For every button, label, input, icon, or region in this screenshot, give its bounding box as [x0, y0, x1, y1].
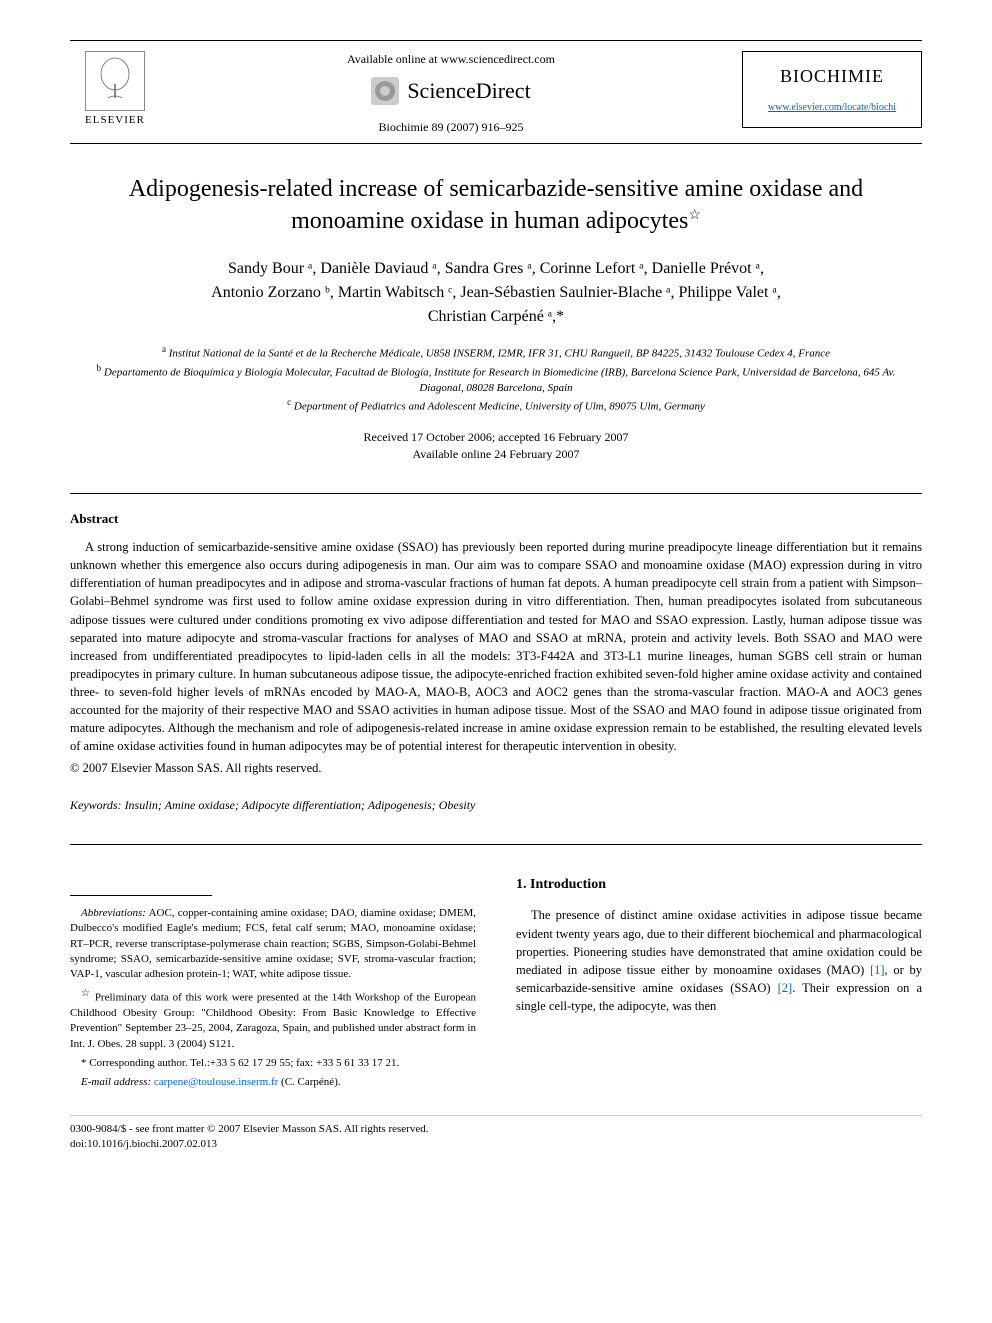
corresponding-email-link[interactable]: carpene@toulouse.inserm.fr: [154, 1076, 278, 1088]
journal-header: ELSEVIER Available online at www.science…: [70, 40, 922, 144]
affiliations: a Institut National de la Santé et de la…: [70, 343, 922, 416]
received-accepted-date: Received 17 October 2006; accepted 16 Fe…: [364, 430, 629, 444]
preliminary-footnote: ☆ Preliminary data of this work were pre…: [70, 987, 476, 1052]
corresponding-symbol: *: [81, 1057, 87, 1069]
journal-homepage-link[interactable]: www.elsevier.com/locate/biochi: [768, 102, 896, 113]
reference-link-1[interactable]: [1]: [870, 963, 885, 977]
corresponding-text: Corresponding author. Tel.:+33 5 62 17 2…: [89, 1057, 399, 1069]
footnote-divider: [70, 895, 212, 896]
page-footer: 0300-9084/$ - see front matter © 2007 El…: [70, 1115, 922, 1153]
introduction-heading: 1. Introduction: [516, 875, 922, 895]
title-footnote-symbol: ☆: [688, 208, 701, 223]
abstract-body: A strong induction of semicarbazide-sens…: [70, 538, 922, 756]
journal-citation: Biochimie 89 (2007) 916–925: [180, 119, 722, 136]
available-online-date: Available online 24 February 2007: [412, 447, 579, 461]
two-column-layout: Abbreviations: AOC, copper-containing am…: [70, 875, 922, 1095]
divider: [70, 493, 922, 494]
platform-brand: ScienceDirect: [180, 76, 722, 107]
keywords-text: Insulin; Amine oxidase; Adipocyte differ…: [125, 798, 476, 812]
affiliation-a: Institut National de la Santé et de la R…: [169, 347, 830, 359]
email-person: (C. Carpéné).: [281, 1076, 341, 1088]
footnotes: Abbreviations: AOC, copper-containing am…: [70, 906, 476, 1091]
footer-left: 0300-9084/$ - see front matter © 2007 El…: [70, 1122, 428, 1153]
publisher-logo: ELSEVIER: [70, 51, 160, 128]
email-footnote: E-mail address: carpene@toulouse.inserm.…: [70, 1075, 476, 1090]
authors-line-1: Sandy Bour ᵃ, Danièle Daviaud ᵃ, Sandra …: [228, 260, 764, 277]
intro-part-1: The presence of distinct amine oxidase a…: [516, 908, 922, 976]
keywords-section: Keywords: Insulin; Amine oxidase; Adipoc…: [70, 797, 922, 814]
copyright-line: 0300-9084/$ - see front matter © 2007 El…: [70, 1123, 428, 1135]
introduction-body: The presence of distinct amine oxidase a…: [516, 906, 922, 1015]
affiliation-c: Department of Pediatrics and Adolescent …: [294, 401, 705, 413]
affiliation-b: Departamento de Bioquímica y Biología Mo…: [104, 366, 895, 393]
publisher-name: ELSEVIER: [85, 113, 145, 128]
abstract-heading: Abstract: [70, 510, 922, 528]
right-column: 1. Introduction The presence of distinct…: [516, 875, 922, 1095]
available-online-text: Available online at www.sciencedirect.co…: [180, 51, 722, 68]
reference-link-2[interactable]: [2]: [778, 981, 793, 995]
platform-name: ScienceDirect: [407, 76, 530, 107]
divider: [70, 844, 922, 845]
abstract-copyright: © 2007 Elsevier Masson SAS. All rights r…: [70, 760, 922, 778]
header-center: Available online at www.sciencedirect.co…: [160, 51, 742, 135]
doi: doi:10.1016/j.biochi.2007.02.013: [70, 1138, 217, 1150]
corresponding-author-footnote: * Corresponding author. Tel.:+33 5 62 17…: [70, 1056, 476, 1071]
title-text: Adipogenesis-related increase of semicar…: [129, 176, 863, 233]
authors-line-3: Christian Carpéné ᵃ,*: [428, 308, 564, 325]
abbreviations-footnote: Abbreviations: AOC, copper-containing am…: [70, 906, 476, 983]
abstract-section: Abstract A strong induction of semicarba…: [70, 510, 922, 777]
email-label: E-mail address:: [81, 1076, 151, 1088]
abbreviations-label: Abbreviations:: [81, 907, 146, 919]
sciencedirect-icon: [371, 77, 399, 105]
journal-box: BIOCHIMIE www.elsevier.com/locate/biochi: [742, 51, 922, 128]
article-title: Adipogenesis-related increase of semicar…: [70, 174, 922, 236]
journal-title: BIOCHIMIE: [761, 64, 903, 89]
elsevier-tree-icon: [85, 51, 145, 111]
keywords-label: Keywords:: [70, 798, 122, 812]
article-dates: Received 17 October 2006; accepted 16 Fe…: [70, 429, 922, 463]
left-column: Abbreviations: AOC, copper-containing am…: [70, 875, 476, 1095]
preliminary-text: Preliminary data of this work were prese…: [70, 991, 476, 1049]
author-list: Sandy Bour ᵃ, Danièle Daviaud ᵃ, Sandra …: [70, 257, 922, 329]
star-symbol: ☆: [81, 988, 91, 999]
authors-line-2: Antonio Zorzano ᵇ, Martin Wabitsch ᶜ, Je…: [211, 284, 781, 301]
